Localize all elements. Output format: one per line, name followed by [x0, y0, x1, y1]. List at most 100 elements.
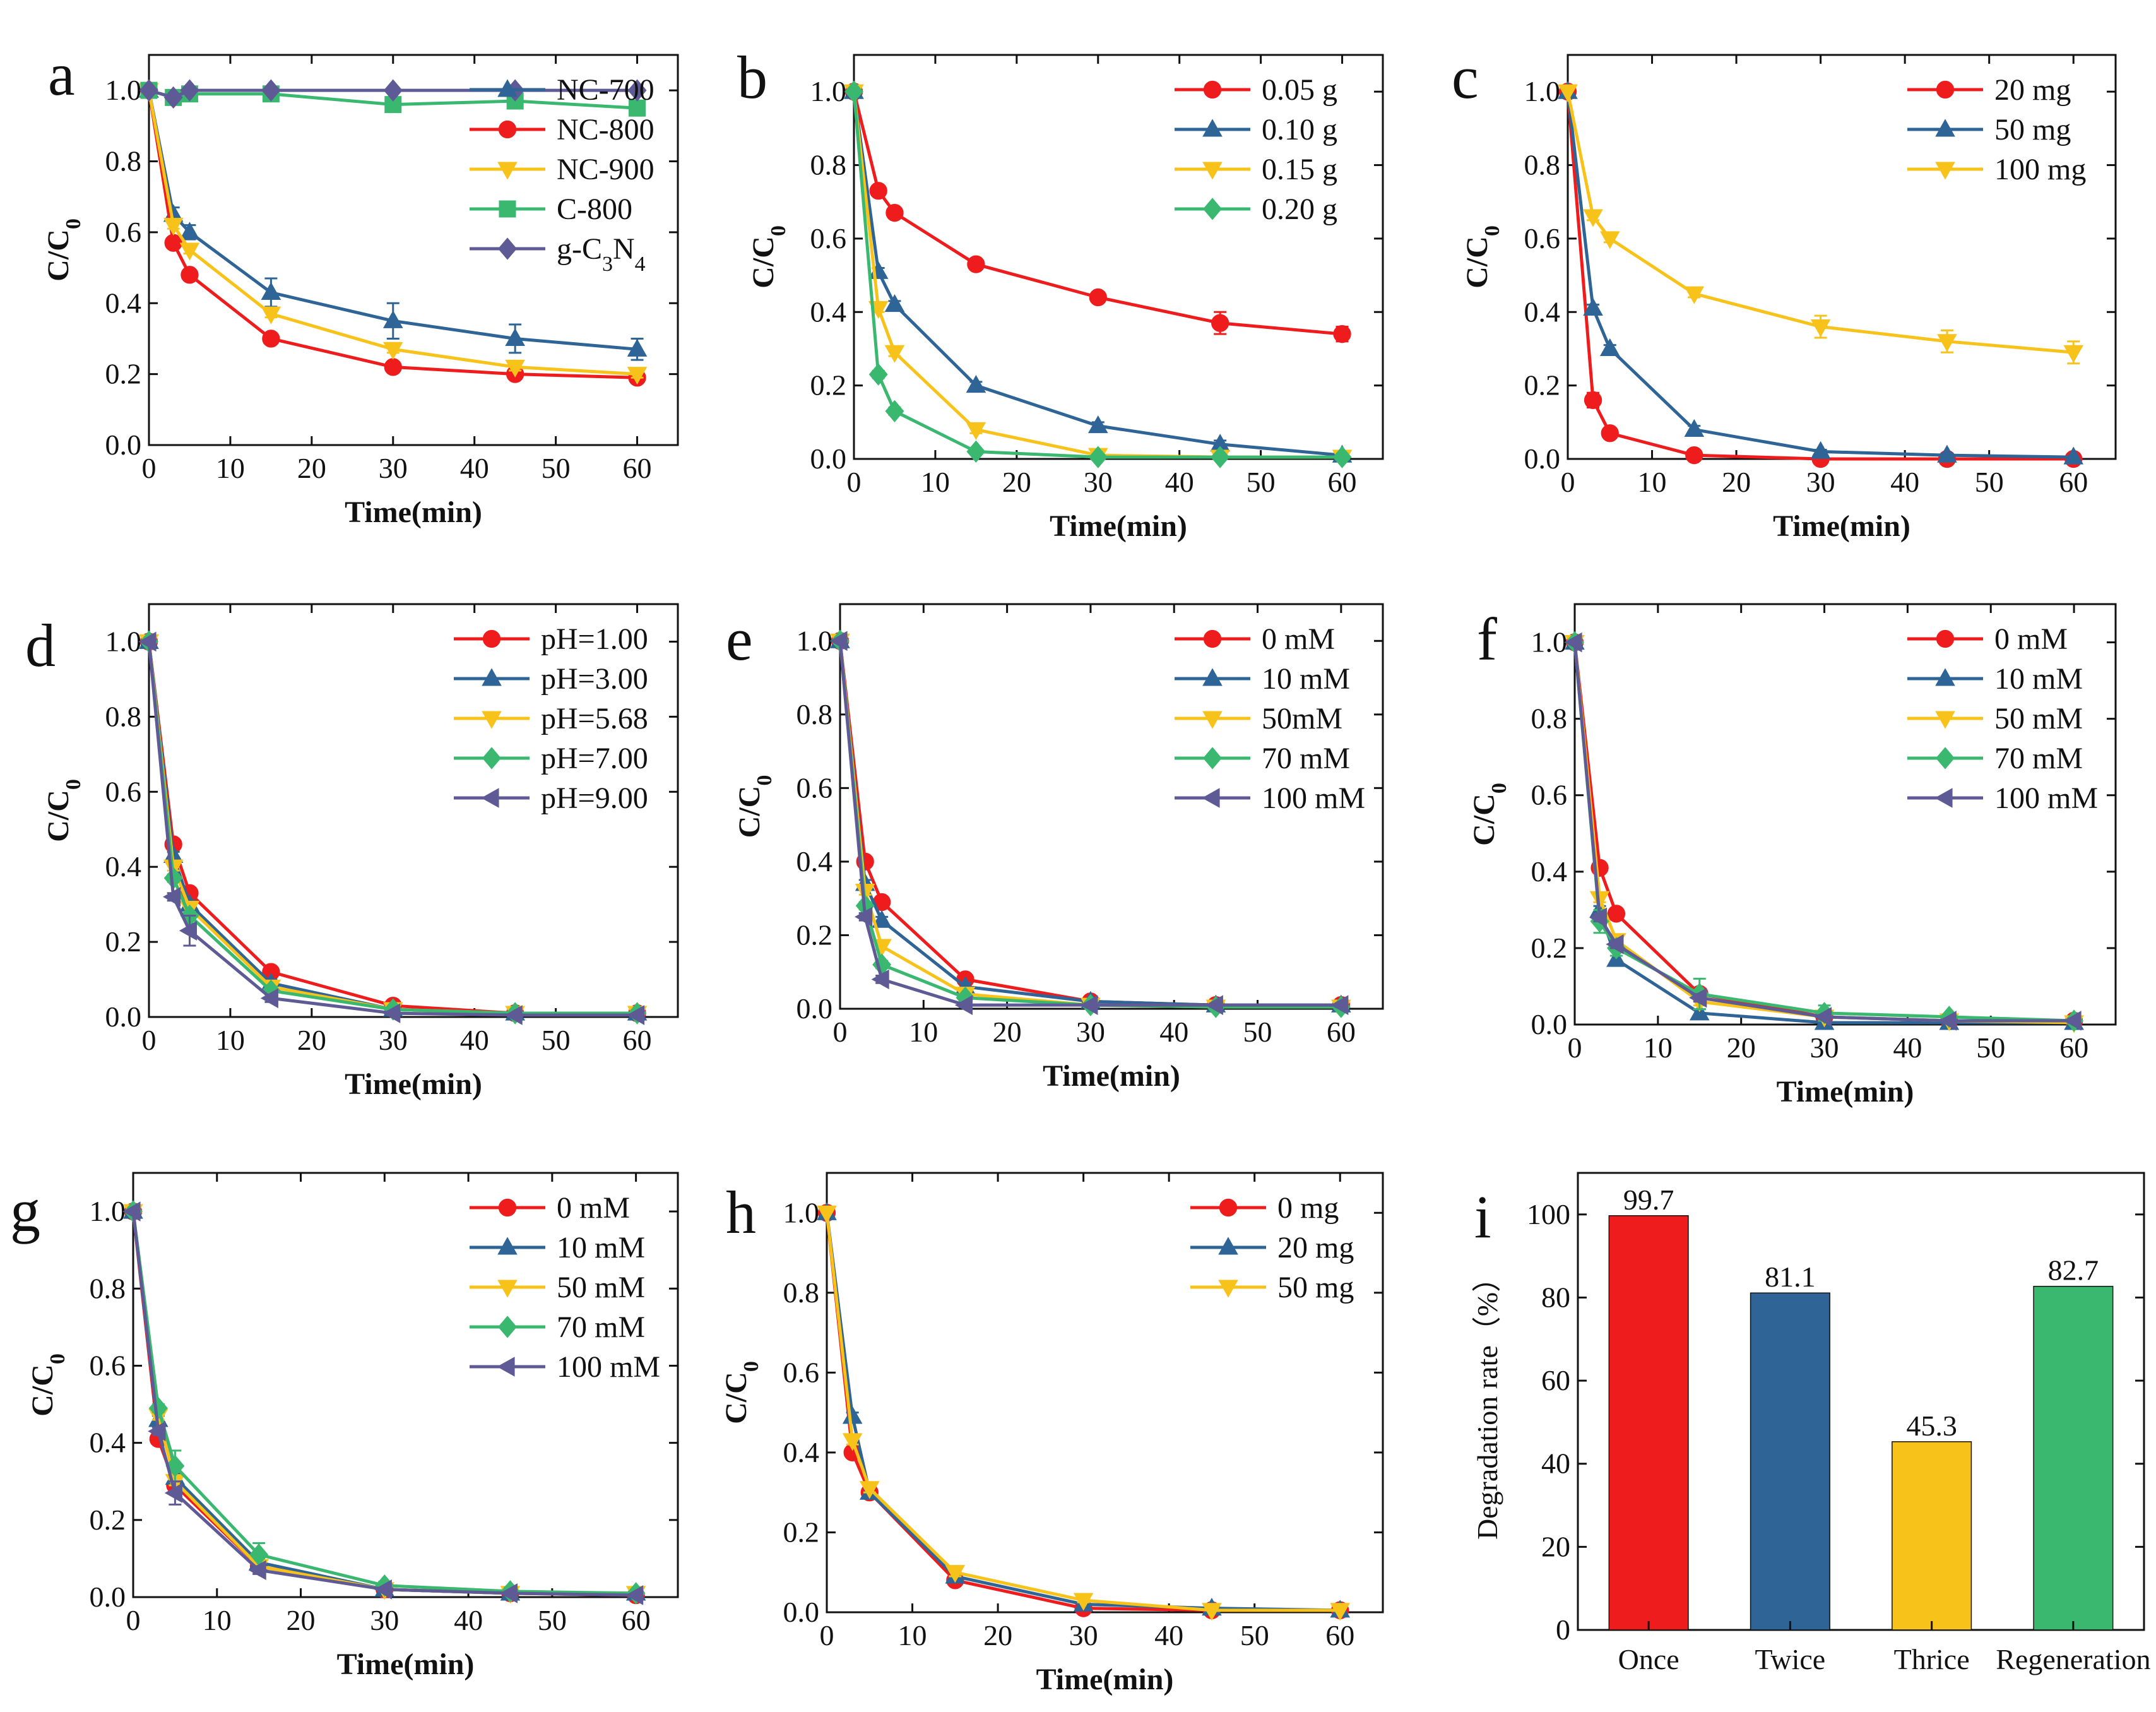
legend-label: C-800 [557, 193, 632, 226]
x-tick-label: 40 [460, 452, 489, 484]
y-tick-label: 0.8 [810, 149, 847, 181]
legend-marker [1202, 162, 1223, 180]
data-point [1332, 446, 1352, 468]
data-point [817, 1205, 837, 1223]
y-axis-title: C/C0 [42, 779, 85, 842]
data-point [626, 1005, 645, 1025]
y-tick-label: 0.8 [105, 700, 142, 732]
data-point [954, 995, 973, 1015]
data-point [884, 345, 905, 363]
y-tick-label: 0.2 [783, 1516, 820, 1548]
y-tick-label: 40 [1541, 1447, 1570, 1480]
data-point [871, 969, 889, 990]
series-line [131, 1211, 636, 1595]
y-tick-label: 0.8 [783, 1276, 820, 1309]
data-point [1202, 1603, 1222, 1621]
x-tick-label: 10 [1644, 1031, 1673, 1064]
legend-label: 0.15 g [1262, 153, 1337, 186]
legend-label: 100 mM [1994, 782, 2098, 815]
series-line [147, 641, 637, 1017]
data-point [181, 266, 199, 284]
data-point [872, 910, 892, 928]
legend-label: 100 mM [1262, 782, 1365, 815]
data-point [1607, 905, 1626, 923]
bar-data-label: 82.7 [2048, 1254, 2099, 1287]
legend-label: 50 mM [557, 1271, 645, 1304]
data-point [1088, 446, 1108, 468]
x-tick-label: 10 [1638, 466, 1667, 498]
y-axis-title: C/C0 [733, 775, 776, 838]
y-axis-title: C/C0 [1467, 783, 1511, 846]
bar-data-label: 99.7 [1623, 1184, 1674, 1216]
x-tick-label: 60 [1328, 466, 1357, 498]
y-axis-title: C/C0 [26, 1353, 69, 1417]
legend-label: 50 mg [1277, 1271, 1354, 1304]
legend-label: 50 mM [1994, 702, 2083, 735]
panel-letter: h [726, 1179, 756, 1246]
y-axis-title-text: C/C [1467, 794, 1501, 846]
series-line [131, 1211, 636, 1595]
data-point [1073, 1593, 1094, 1611]
legend: 0 mg 20 mg 50 mg [1190, 1191, 1354, 1304]
y-axis-title-text: C/C [733, 786, 766, 838]
data-point [1938, 1011, 1957, 1031]
data-point [1330, 1603, 1351, 1621]
x-tick-label: 20 [297, 1024, 326, 1056]
x-tick-label: 30 [379, 452, 408, 484]
legend-marker [1203, 198, 1222, 220]
legend-marker [1935, 711, 1955, 729]
data-point [1937, 444, 1957, 463]
x-axis-title: Time(min) [345, 496, 482, 529]
y-tick-label: 0.8 [797, 698, 833, 730]
y-tick-label: 1.0 [783, 1196, 820, 1228]
series-line [838, 641, 1341, 1009]
y-tick-label: 0.6 [810, 222, 847, 254]
x-tick-label: 0 [142, 1024, 157, 1056]
legend-label: 10 mM [557, 1231, 645, 1264]
y-axis-title-subscript: 0 [740, 1361, 763, 1372]
panel-letter: c [1452, 44, 1479, 111]
legend-marker [1935, 119, 1955, 137]
y-tick-label: 0.0 [1531, 1008, 1568, 1040]
data-point [886, 204, 904, 222]
x-tick-label: 30 [1076, 1016, 1105, 1048]
y-tick-label: 0.6 [90, 1349, 126, 1381]
y-axis-title-subscript: 0 [767, 225, 790, 236]
data-point [1211, 314, 1229, 332]
legend: NC-700 NC-800 NC-900 C-800 g-C3N4 [470, 73, 654, 276]
data-point [179, 920, 198, 941]
bar-twice [1750, 1292, 1830, 1631]
y-axis-title: C/C0 [720, 1361, 763, 1424]
data-point [1937, 334, 1957, 352]
data-point [1606, 934, 1624, 954]
y-axis-title-text: C/C [26, 1364, 59, 1417]
y-tick-label: 0.0 [810, 443, 847, 475]
data-point [1584, 391, 1602, 410]
y-tick-label: 0.4 [1531, 855, 1568, 888]
series-100 mM [829, 631, 1349, 1015]
panel-letter: a [48, 40, 75, 108]
legend-label: 0 mM [557, 1191, 630, 1225]
data-point [859, 1481, 880, 1499]
data-point [885, 400, 904, 423]
data-point [122, 1201, 141, 1222]
y-tick-label: 0.6 [797, 771, 833, 804]
data-point [966, 422, 986, 441]
legend: 0 mM 10 mM 50 mM 70 mM 100 mM [1907, 622, 2098, 815]
bar-thrice [1892, 1441, 1972, 1631]
legend-marker [1202, 788, 1220, 808]
legend-marker [1936, 629, 1955, 648]
panel-f: 0.0 0.2 0.4 0.6 0.8 1.0 0 10 20 30 40 50 60 Time(min)… [1467, 603, 2117, 1109]
x-tick-label: 40 [1165, 466, 1194, 498]
y-tick-label: 1.0 [105, 625, 142, 657]
legend-marker [499, 200, 516, 218]
y-tick-label: 0.4 [783, 1436, 820, 1468]
y-axis-title-subscript: 0 [1488, 783, 1511, 794]
panel-letter: d [25, 612, 56, 679]
x-tick-label: 20 [1002, 466, 1031, 498]
data-point [1333, 325, 1351, 343]
legend-label: NC-900 [557, 153, 654, 186]
legend-marker [482, 629, 501, 648]
x-tick-label: 50 [1243, 1016, 1272, 1048]
